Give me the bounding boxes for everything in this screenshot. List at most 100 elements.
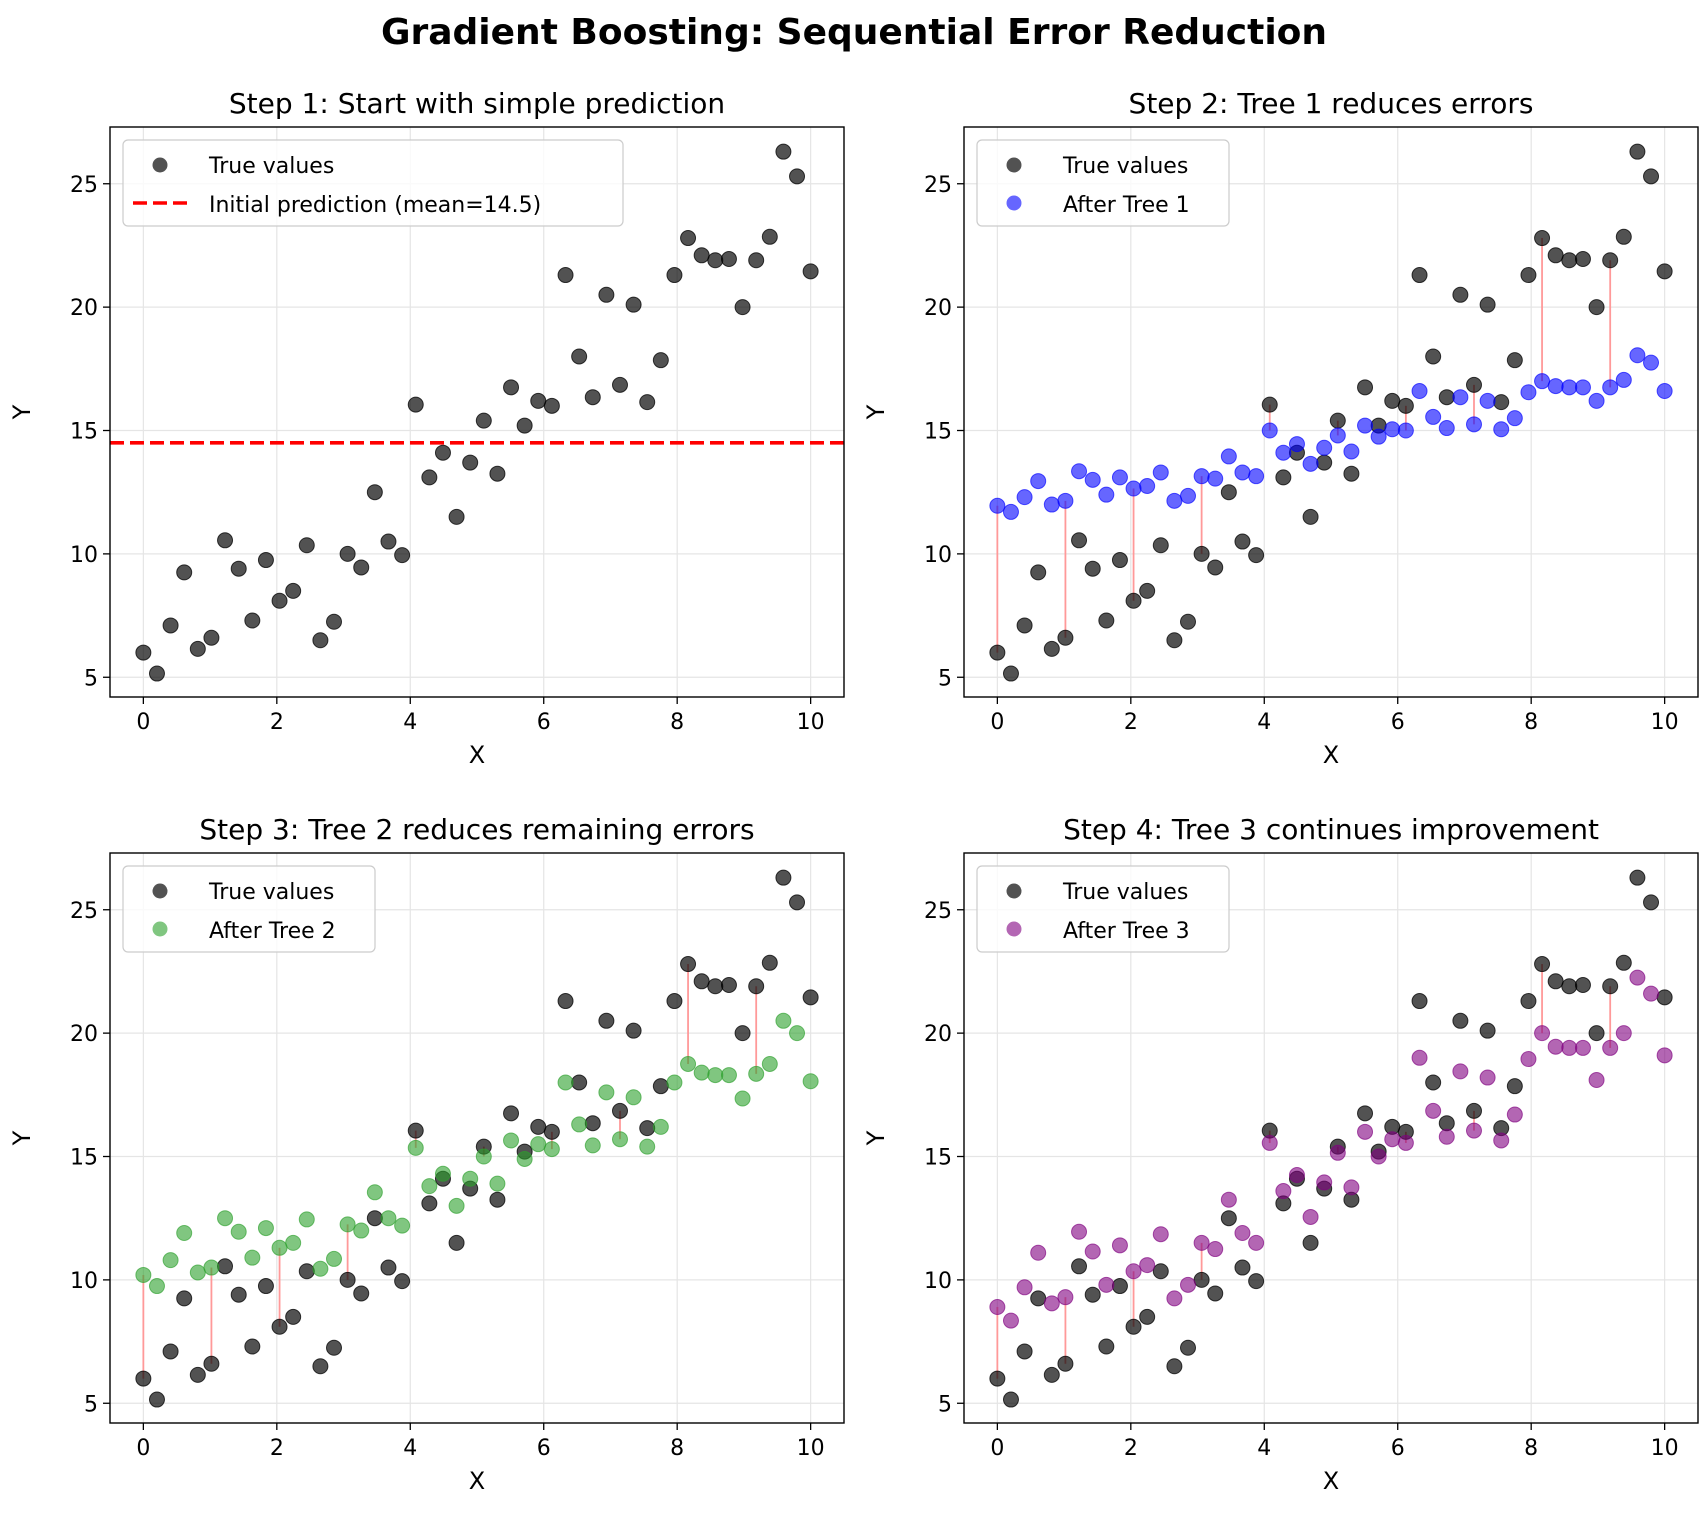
- true-value-point: [326, 1339, 343, 1356]
- y-tick-label: 20: [924, 296, 952, 321]
- prediction-point: [557, 1074, 574, 1091]
- prediction-point: [611, 1131, 628, 1148]
- true-value-point: [598, 1012, 615, 1029]
- prediction-point: [1602, 1039, 1619, 1056]
- true-value-point: [1248, 1273, 1265, 1290]
- prediction-point: [680, 1055, 697, 1072]
- true-value-point: [802, 989, 819, 1006]
- true-value-point: [802, 263, 819, 280]
- prediction-point: [448, 1197, 465, 1214]
- y-tick-label: 10: [924, 1269, 952, 1294]
- plot-frame: [963, 126, 1699, 698]
- true-value-point: [1534, 230, 1551, 247]
- true-value-point: [1534, 956, 1551, 973]
- prediction-point: [989, 1299, 1006, 1316]
- y-tick-label: 20: [70, 296, 98, 321]
- prediction-point: [257, 1220, 274, 1237]
- prediction-point: [339, 1216, 356, 1233]
- prediction-point: [1193, 1234, 1210, 1251]
- prediction-point: [162, 1252, 179, 1269]
- prediction-point: [298, 1211, 315, 1228]
- prediction-point: [543, 1141, 560, 1158]
- true-value-point: [1656, 989, 1673, 1006]
- true-value-point: [421, 1195, 438, 1212]
- y-tick-label: 15: [924, 1146, 952, 1171]
- prediction-point: [271, 1239, 288, 1256]
- true-value-point: [1629, 143, 1646, 160]
- prediction-point: [1479, 392, 1496, 409]
- prediction-point: [1384, 1131, 1401, 1148]
- true-value-point: [1016, 1343, 1033, 1360]
- true-value-point: [1043, 640, 1060, 657]
- true-value-point: [1139, 582, 1156, 599]
- true-value-point: [448, 1234, 465, 1251]
- true-value-point: [312, 1358, 329, 1375]
- subplot-3: Step 3: Tree 2 reduces remaining errors 0…: [8, 813, 845, 1495]
- y-tick-label: 25: [70, 173, 98, 198]
- prediction-point: [1057, 1289, 1074, 1306]
- x-tick-label: 8: [670, 1436, 684, 1461]
- legend-marker-prediction: [1006, 195, 1022, 211]
- true-value-point: [1574, 251, 1591, 268]
- true-value-point: [1588, 299, 1605, 316]
- prediction-point: [1002, 503, 1019, 520]
- true-value-point: [1561, 978, 1578, 995]
- prediction-point: [530, 1136, 547, 1153]
- true-value-point: [748, 978, 765, 995]
- true-value-point: [1111, 1278, 1128, 1295]
- prediction-point: [1438, 1128, 1455, 1145]
- true-value-point: [503, 1105, 520, 1122]
- subplot-title: Step 1: Start with simple prediction: [229, 87, 725, 120]
- x-tick-label: 4: [1257, 1436, 1271, 1461]
- true-value-point: [285, 1308, 302, 1325]
- true-value-point: [1438, 1115, 1455, 1132]
- true-value-point: [326, 613, 343, 630]
- subplot-title: Step 4: Tree 3 continues improvement: [1063, 813, 1599, 846]
- prediction-point: [639, 1138, 656, 1155]
- prediction-point: [1506, 410, 1523, 427]
- true-value-point: [257, 552, 274, 569]
- prediction-point: [775, 1012, 792, 1029]
- true-value-point: [666, 993, 683, 1010]
- legend-box: [122, 139, 624, 227]
- true-value-point: [434, 444, 451, 461]
- true-value-point: [176, 1290, 193, 1307]
- legend-marker-prediction: [152, 921, 168, 937]
- prediction-point: [1275, 444, 1292, 461]
- plot-frame: [963, 852, 1699, 1424]
- y-axis-label: Y: [862, 404, 890, 420]
- prediction-point: [1071, 463, 1088, 480]
- prediction-point: [1302, 455, 1319, 472]
- prediction-point: [1043, 496, 1060, 513]
- legend: True values After Tree 2: [122, 865, 376, 953]
- true-value-point: [707, 978, 724, 995]
- true-value-point: [1207, 1285, 1224, 1302]
- true-value-point: [989, 1370, 1006, 1387]
- y-tick-label: 15: [924, 420, 952, 445]
- x-tick-label: 4: [403, 710, 417, 735]
- true-value-point: [203, 1355, 220, 1372]
- prediction-point: [1357, 417, 1374, 434]
- prediction-point: [625, 1089, 642, 1106]
- prediction-point: [1166, 492, 1183, 509]
- x-tick-label: 0: [990, 710, 1004, 735]
- true-value-point: [380, 533, 397, 550]
- prediction-point: [1207, 470, 1224, 487]
- prediction-point: [720, 1067, 737, 1084]
- x-tick-label: 10: [1651, 710, 1679, 735]
- true-value-point: [394, 547, 411, 564]
- true-value-point: [1098, 1338, 1115, 1355]
- prediction-point: [1016, 489, 1033, 506]
- prediction-point: [1411, 1049, 1428, 1066]
- prediction-point: [176, 1225, 193, 1241]
- prediction-point: [1057, 492, 1074, 509]
- y-tick-label: 5: [84, 1392, 98, 1417]
- true-value-point: [1057, 629, 1074, 646]
- prediction-point: [1465, 1122, 1482, 1139]
- true-value-point: [775, 869, 792, 886]
- true-value-point: [1166, 632, 1183, 649]
- x-tick-label: 10: [1651, 1436, 1679, 1461]
- prediction-point: [1493, 1132, 1510, 1149]
- true-value-point: [543, 397, 560, 414]
